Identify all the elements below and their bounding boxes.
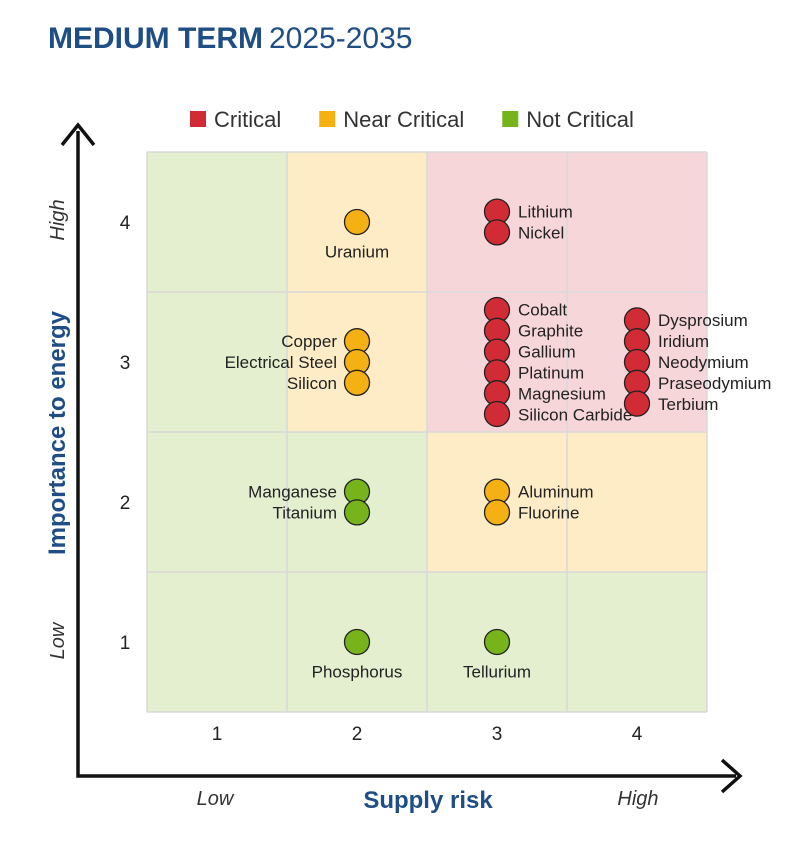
legend-label-critical: Critical xyxy=(214,107,281,132)
point-group-phosphorus: Phosphorus xyxy=(312,628,403,682)
point-titanium xyxy=(343,499,371,526)
point-group-aluminum: Aluminum Fluorine xyxy=(483,478,594,526)
grid-layer xyxy=(146,151,708,713)
point-group-lithium: Lithium Nickel xyxy=(483,198,573,246)
legend-swatch-critical xyxy=(190,111,206,127)
axes-layer: Supply risk Low High Importance to energy Hi… xyxy=(44,122,743,814)
label-aluminum: Aluminum xyxy=(518,483,594,502)
x-axis-high-label: High xyxy=(617,788,658,810)
label-magnesium: Magnesium xyxy=(518,385,606,404)
point-fluorine xyxy=(483,499,511,526)
zone-cell-1-2 xyxy=(147,432,287,572)
label-silicon: Silicon xyxy=(287,374,337,393)
label-graphite: Graphite xyxy=(518,322,583,341)
zone-cell-4-2 xyxy=(567,432,707,572)
label-lithium: Lithium xyxy=(518,203,573,222)
point-tellurium xyxy=(483,628,511,656)
zone-cell-1-4 xyxy=(147,152,287,292)
y-axis-high-label: High xyxy=(47,199,69,240)
label-neodymium: Neodymium xyxy=(658,353,749,372)
title-period: 2025-2035 xyxy=(268,22,413,55)
point-group-copper: Copper Electrical Steel Silicon xyxy=(225,328,371,396)
label-titanium: Titanium xyxy=(272,504,337,523)
label-fluorine: Fluorine xyxy=(518,504,579,523)
title-main: MEDIUM TERM xyxy=(48,22,263,55)
zone-cell-1-3 xyxy=(147,292,287,432)
legend-swatch-near_critical xyxy=(319,111,336,127)
point-uranium xyxy=(343,208,371,236)
label-tellurium: Tellurium xyxy=(463,663,531,682)
y-axis-title: Importance to energy xyxy=(44,310,71,555)
label-platinum: Platinum xyxy=(518,364,584,383)
legend: Critical Near Critical Not Critical xyxy=(190,107,634,132)
x-axis-title: Supply risk xyxy=(363,787,493,814)
point-phosphorus xyxy=(343,628,371,656)
x-tick-label: 4 xyxy=(632,724,643,745)
point-group-uranium: Uranium xyxy=(325,208,389,262)
label-cobalt: Cobalt xyxy=(518,301,567,320)
zone-cell-1-1 xyxy=(147,572,287,712)
label-terbium: Terbium xyxy=(658,395,718,414)
label-nickel: Nickel xyxy=(518,224,564,243)
y-tick-label: 2 xyxy=(120,493,131,514)
ticks-layer: 1 2 3 4 1 2 3 4 xyxy=(120,213,643,745)
label-dysprosium: Dysprosium xyxy=(658,311,748,330)
x-tick-label: 1 xyxy=(212,724,223,745)
point-silicon-carbide xyxy=(483,400,511,428)
points-layer: Lithium Nickel Uranium Copper Electrical Ste… xyxy=(225,198,771,682)
y-axis-arrow-icon xyxy=(60,122,96,147)
point-group-manganese: Manganese Titanium xyxy=(248,478,371,526)
y-tick-label: 3 xyxy=(120,353,131,374)
label-iridium: Iridium xyxy=(658,332,709,351)
zone-cell-4-4 xyxy=(567,152,707,292)
label-electrical-steel: Electrical Steel xyxy=(225,353,337,372)
legend-label-not_critical: Not Critical xyxy=(526,107,634,132)
zones-layer xyxy=(147,152,707,712)
legend-label-near_critical: Near Critical xyxy=(343,107,464,132)
label-copper: Copper xyxy=(281,332,337,351)
x-axis-arrow-icon xyxy=(720,758,743,794)
y-axis-low-label: Low xyxy=(47,621,69,659)
y-tick-label: 4 xyxy=(120,213,131,234)
label-praseodymium: Praseodymium xyxy=(658,374,771,393)
y-tick-label: 1 xyxy=(120,633,131,654)
label-phosphorus: Phosphorus xyxy=(312,663,403,682)
label-gallium: Gallium xyxy=(518,343,576,362)
label-silicon-carbide: Silicon Carbide xyxy=(518,406,632,425)
point-group-cobalt: Cobalt Graphite Gallium Platinum Magnesium Si… xyxy=(483,296,632,428)
page-title: MEDIUM TERM 2025-2035 xyxy=(48,22,412,56)
x-tick-label: 3 xyxy=(492,724,503,745)
label-manganese: Manganese xyxy=(248,483,337,502)
point-group-dysprosium: Dysprosium Iridium Neodymium Praseodymium Te… xyxy=(623,307,771,417)
point-terbium xyxy=(623,390,651,417)
x-axis-low-label: Low xyxy=(197,788,235,810)
zone-cell-4-1 xyxy=(567,572,707,712)
point-silicon xyxy=(343,369,371,396)
point-nickel xyxy=(483,219,511,246)
axis-lines xyxy=(76,131,736,778)
x-tick-label: 2 xyxy=(352,724,363,745)
label-uranium: Uranium xyxy=(325,243,389,262)
legend-swatch-not_critical xyxy=(502,111,519,127)
point-group-tellurium: Tellurium xyxy=(463,628,531,682)
